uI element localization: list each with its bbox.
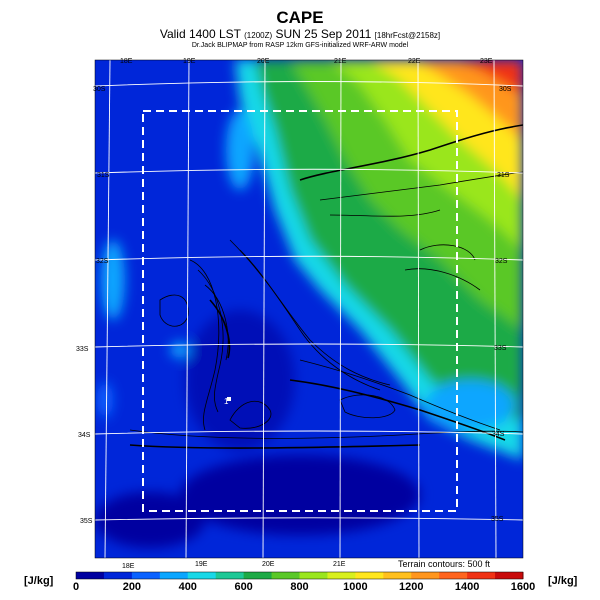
colorbar-swatch — [76, 572, 105, 579]
colorbar-label: 1600 — [510, 581, 536, 593]
valid-time: Valid 1400 LST — [159, 27, 241, 41]
forecast-hour: [18hrFcst@2158z] — [374, 31, 441, 40]
colorbar-label: 1000 — [343, 581, 368, 593]
colorbar-swatch — [215, 572, 245, 579]
colorbar-label: 400 — [178, 581, 197, 593]
terrain-contours — [129, 124, 523, 449]
colorbar — [75, 571, 524, 580]
colorbar-label: 1400 — [454, 581, 480, 593]
top-lon-labels: 18E 19E 20E 21E 22E 23E — [120, 58, 493, 65]
colorbar-swatch — [187, 572, 217, 579]
lat-label-right: 30S — [499, 86, 512, 93]
lon-label-top: 18E — [120, 58, 133, 65]
right-lat-labels: 30S 31S 32S 33S 34S 35S — [491, 86, 512, 523]
colorbar-swatch — [495, 572, 524, 579]
model-credit: Dr.Jack BLIPMAP from RASP 12km GFS-initi… — [191, 42, 409, 49]
lat-label-left: 31S — [97, 172, 110, 179]
colorbar-swatch — [271, 572, 300, 579]
map-title: CAPE — [276, 8, 324, 27]
lat-label-left: 32S — [96, 258, 109, 265]
lon-label-top: 19E — [183, 58, 196, 65]
colorbar-swatch — [159, 572, 189, 579]
colorbar-swatch — [355, 572, 384, 579]
lon-label-top: 21E — [334, 58, 347, 65]
colorbar-label: 1200 — [399, 581, 424, 593]
colorbar-label: 0 — [72, 581, 80, 593]
lat-label-right: 32S — [495, 258, 508, 265]
lon-label-top: 23E — [480, 58, 493, 65]
terrain-contour-note: Terrain contours: 500 ft — [398, 559, 491, 569]
point-marker-label: 1 — [224, 397, 229, 406]
bottom-lon-labels: 18E 19E 20E 21E — [122, 561, 346, 570]
lat-label-left: 30S — [93, 86, 106, 93]
utc-time: (1200Z) — [244, 31, 273, 40]
colorbar-swatch — [327, 572, 356, 579]
lat-label-left: 34S — [78, 432, 91, 439]
lat-label-right: 31S — [497, 172, 510, 179]
lon-label-bottom: 19E — [195, 561, 208, 568]
graticule — [95, 60, 523, 558]
colorbar-label: 600 — [234, 581, 253, 593]
colorbar-unit-left: [J/kg] — [24, 575, 54, 587]
colorbar-unit-right: [J/kg] — [548, 575, 578, 587]
lon-label-bottom: 18E — [122, 563, 135, 570]
lat-label-right: 34S — [492, 431, 505, 438]
lon-label-top: 20E — [257, 58, 270, 65]
point-marker — [227, 397, 231, 401]
lat-label-right: 35S — [491, 516, 504, 523]
lat-label-left: 33S — [76, 346, 89, 353]
colorbar-swatch — [439, 572, 468, 579]
colorbar-label: 200 — [122, 581, 142, 593]
lat-label-left: 35S — [80, 518, 93, 525]
map-frame — [94, 59, 524, 559]
domain-boundary — [142, 110, 458, 512]
colorbar-swatch — [131, 572, 161, 579]
colorbar-swatch — [383, 572, 412, 579]
colorbar-label: 800 — [290, 581, 309, 593]
lat-label-right: 33S — [494, 345, 507, 352]
lon-label-top: 22E — [408, 58, 421, 65]
colorbar-swatch — [411, 572, 440, 579]
forecast-date: SUN 25 Sep 2011 — [275, 27, 372, 41]
colorbar-swatch — [103, 572, 133, 579]
colorbar-swatch — [243, 572, 273, 579]
colorbar-frame — [75, 571, 524, 580]
lon-label-bottom: 20E — [262, 561, 275, 568]
left-lat-labels: 30S 31S 32S 33S 34S 35S — [76, 86, 110, 525]
colorbar-swatch — [299, 572, 328, 579]
valid-time-subtitle: Valid 1400 LST (1200Z) SUN 25 Sep 2011 [… — [0, 27, 600, 41]
colorbar-swatch — [467, 572, 496, 579]
lon-label-bottom: 21E — [333, 561, 346, 568]
